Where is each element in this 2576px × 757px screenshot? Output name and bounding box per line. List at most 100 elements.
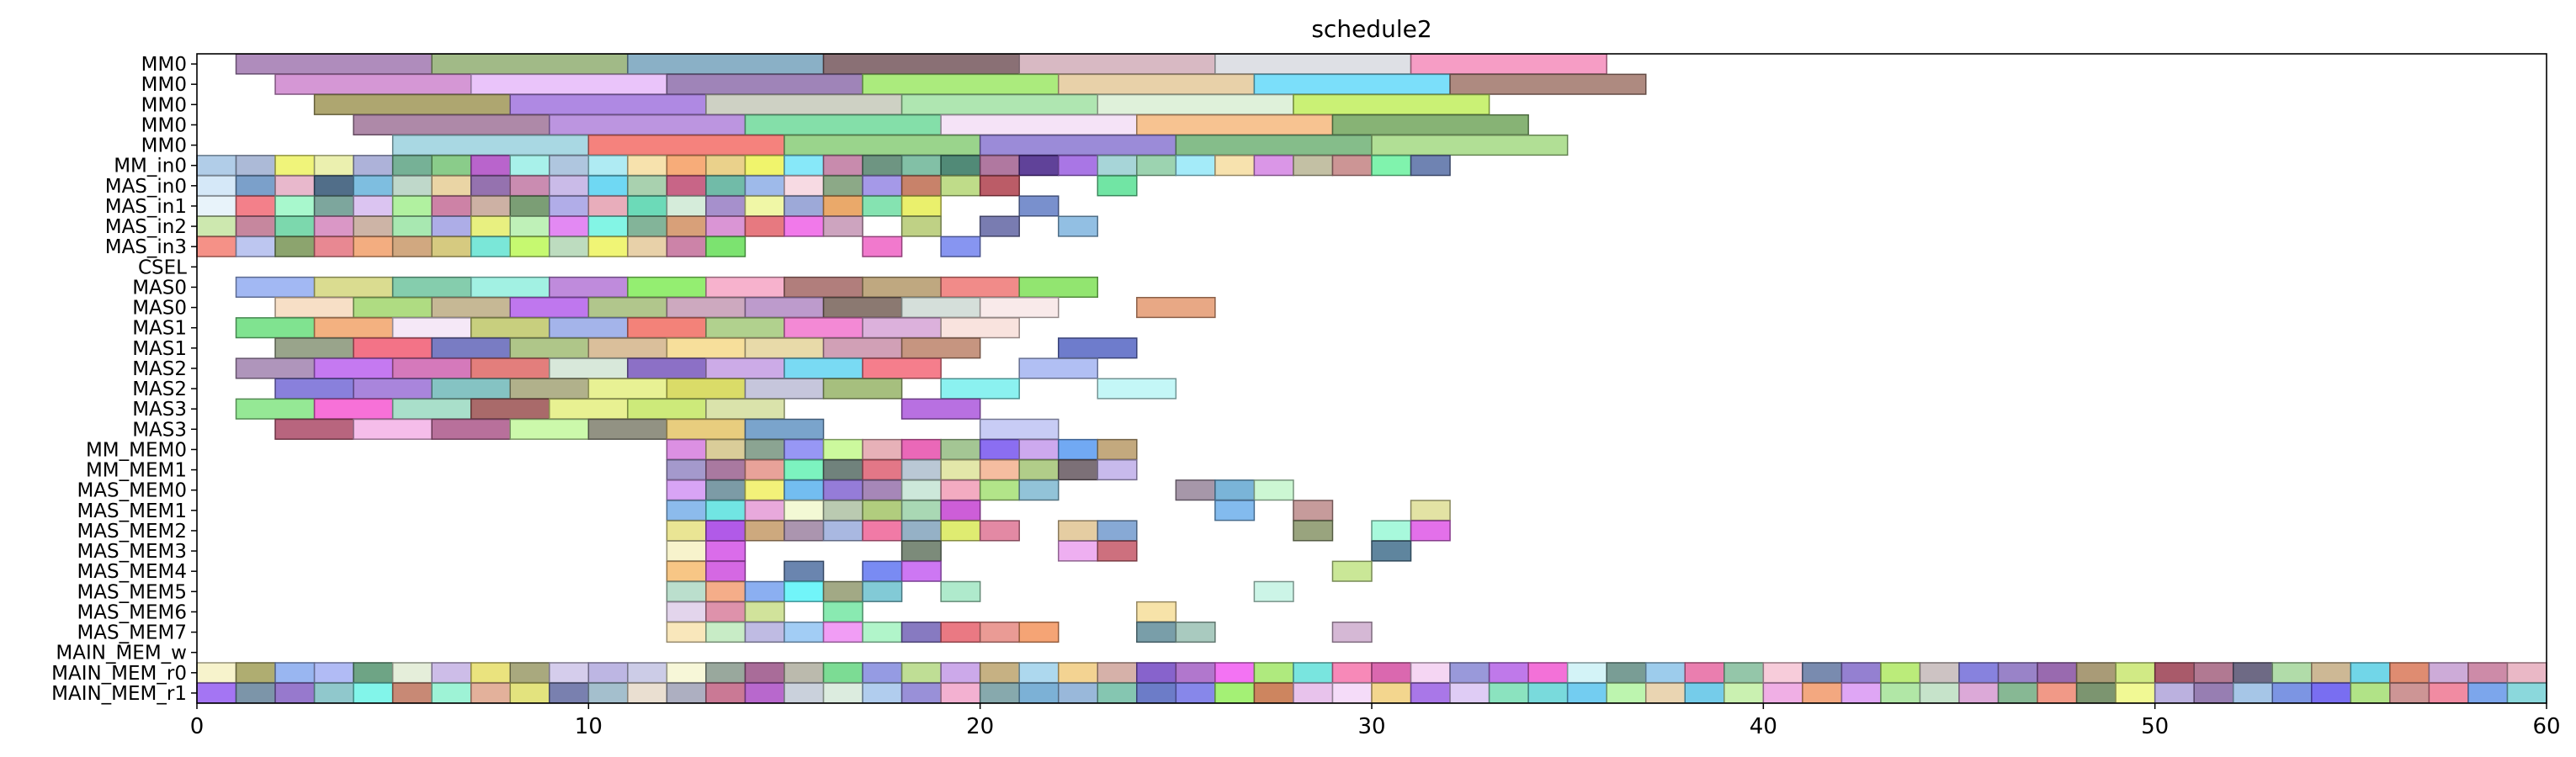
task-bar [1214,682,1256,704]
task-bar [1214,662,1256,684]
task-bar [274,662,316,684]
y-tick-label: MM0 [141,54,187,76]
task-bar [744,438,785,461]
y-tick-label: MAS2 [132,358,187,380]
task-bar [940,500,981,521]
task-bar [2428,662,2469,684]
task-bar [235,236,276,257]
task-bar [587,175,629,197]
task-bar [1018,276,1099,299]
task-bar [313,357,394,379]
task-bar [2467,682,2509,704]
y-tick-label: MM_in0 [114,156,187,177]
task-bar [2271,662,2313,684]
task-bar [2193,682,2234,704]
task-bar [979,438,1020,461]
task-bar [1136,155,1177,177]
task-bar [900,175,942,197]
task-bar [822,438,863,461]
task-bar [1293,155,1334,177]
task-bar [666,378,746,400]
y-tick-label: MAS1 [132,338,187,360]
task-bar [549,215,590,237]
y-tick-label: MAS_MEM0 [77,480,187,502]
task-bar [900,438,942,461]
task-bar [1136,114,1334,136]
task-bar [862,560,903,582]
y-tick-label: MAS0 [132,298,187,320]
task-bar [705,93,903,115]
task-bar [1410,155,1451,177]
task-bar [666,236,707,257]
task-bar [822,621,863,643]
task-bar [274,418,354,440]
task-bar [2311,662,2352,684]
task-bar [862,479,903,501]
task-bar [940,621,981,643]
task-bar [353,682,394,704]
task-bar [353,296,433,319]
task-bar [627,357,707,379]
task-bar [509,236,550,257]
task-bar [783,621,825,643]
task-bar [744,215,785,237]
task-bar [196,682,237,704]
task-bar [705,398,785,420]
y-tick-label: MM0 [141,74,187,96]
task-bar [900,296,981,319]
task-bar [666,479,707,501]
task-bar [1136,621,1177,643]
task-bar [666,337,746,359]
task-bar [744,500,785,521]
task-bar [313,317,394,339]
task-bar [744,520,785,542]
task-bar [783,317,863,339]
task-bar [627,236,668,257]
y-tick-label: MAS_MEM5 [77,581,187,603]
task-bar [274,337,354,359]
task-bar [235,276,316,299]
y-tick-label: MAS_MEM6 [77,601,187,623]
task-bar [862,458,903,481]
task-bar [235,682,276,704]
task-bar [900,682,942,704]
task-bar [979,134,1177,156]
task-bar [822,500,863,521]
task-bar [1293,500,1334,521]
task-bar [744,378,825,400]
task-bar [587,236,629,257]
task-bar [862,520,903,542]
task-bar [705,621,746,643]
task-bar [313,93,512,115]
task-bar [1566,662,1607,684]
task-bar [627,317,707,339]
task-bar [783,357,863,379]
task-bar [862,438,903,461]
task-bar [1644,662,1686,684]
task-bar [940,662,981,684]
task-bar [627,682,668,704]
task-bar [666,621,707,643]
task-bar [1371,682,1412,704]
y-tick-label: MAS0 [132,277,187,299]
task-bar [1410,53,1607,75]
task-bar [353,155,394,177]
task-bar [1097,662,1138,684]
x-tick-label: 10 [575,714,603,739]
task-bar [470,276,550,299]
task-bar [1331,662,1373,684]
task-bar [1802,682,1843,704]
task-bar [391,215,433,237]
task-bar [431,682,472,704]
task-bar [313,662,354,684]
task-bar [549,682,590,704]
task-bar [235,155,276,177]
task-bar [509,418,590,440]
task-bar [744,682,785,704]
task-bar [1057,458,1099,481]
task-bar [862,357,942,379]
x-tick-label: 30 [1357,714,1385,739]
task-bar [1293,520,1334,542]
task-bar [1449,682,1490,704]
